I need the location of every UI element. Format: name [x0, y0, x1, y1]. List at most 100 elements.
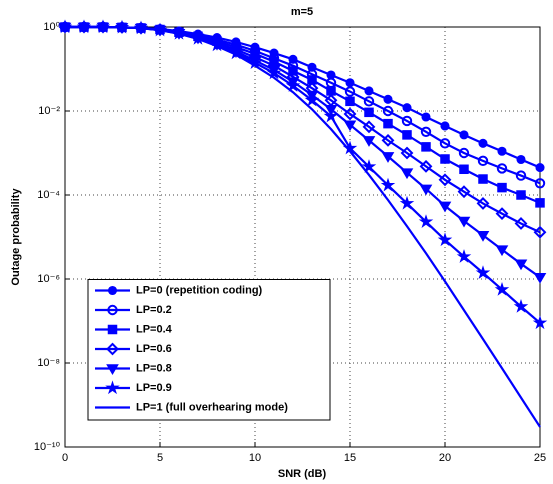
- marker: [383, 118, 393, 129]
- marker: [438, 173, 452, 187]
- marker: [513, 299, 529, 313]
- marker: [516, 190, 526, 200]
- marker: [456, 249, 472, 263]
- marker: [459, 164, 469, 175]
- marker: [458, 147, 470, 159]
- marker: [514, 217, 528, 230]
- marker: [402, 130, 412, 140]
- marker: [496, 163, 508, 174]
- marker: [535, 198, 545, 208]
- marker: [439, 138, 451, 149]
- legend-marker: [106, 342, 119, 356]
- marker: [344, 86, 356, 97]
- marker: [533, 225, 547, 239]
- marker: [516, 154, 526, 165]
- y-tick-label: 10⁻⁴: [37, 189, 60, 201]
- marker: [345, 78, 355, 88]
- marker: [420, 126, 432, 137]
- marker: [514, 259, 528, 271]
- marker: [345, 96, 355, 107]
- y-axis-label: Outage probability: [10, 188, 22, 286]
- marker: [362, 136, 376, 147]
- x-tick-label: 5: [157, 452, 163, 464]
- marker: [457, 216, 471, 228]
- marker: [421, 142, 431, 152]
- legend-marker: [107, 304, 118, 316]
- marker: [285, 78, 301, 92]
- legend-label: LP=1 (full overhearing mode): [136, 401, 288, 413]
- marker: [401, 115, 413, 127]
- y-tick-label: 10⁻⁶: [37, 273, 60, 285]
- marker: [307, 62, 317, 72]
- marker: [343, 107, 357, 121]
- marker: [361, 159, 377, 173]
- x-tick-label: 25: [534, 452, 546, 464]
- legend-label: LP=0.8: [136, 362, 172, 374]
- marker: [380, 177, 396, 192]
- x-tick-label: 15: [344, 452, 356, 464]
- marker: [494, 281, 510, 296]
- marker: [477, 155, 489, 167]
- marker: [209, 37, 225, 52]
- marker: [418, 214, 434, 228]
- marker: [437, 232, 453, 247]
- marker: [478, 138, 488, 148]
- y-tick-label: 10⁻¹⁰: [34, 441, 61, 453]
- legend-label: LP=0.4: [136, 323, 173, 335]
- marker: [266, 65, 282, 80]
- x-tick-label: 20: [439, 452, 451, 464]
- marker: [383, 94, 393, 104]
- marker: [475, 265, 491, 280]
- marker: [438, 201, 452, 213]
- legend-label: LP=0 (repetition coding): [136, 284, 263, 296]
- marker: [399, 195, 415, 210]
- chart-title: m=5: [291, 6, 313, 18]
- y-tick-label: 10⁻²: [38, 105, 60, 117]
- marker: [326, 86, 336, 96]
- marker: [533, 273, 547, 284]
- legend-marker: [107, 285, 118, 296]
- marker: [400, 168, 414, 180]
- marker: [495, 245, 509, 257]
- legend-marker: [105, 380, 120, 395]
- marker: [497, 182, 507, 193]
- marker: [459, 130, 469, 140]
- marker: [457, 185, 471, 199]
- y-tick-label: 10⁻⁸: [37, 357, 60, 369]
- marker: [381, 133, 395, 147]
- marker: [382, 105, 394, 117]
- marker: [304, 92, 320, 107]
- x-tick-label: 0: [62, 452, 68, 464]
- legend-marker: [106, 364, 119, 375]
- marker: [400, 146, 414, 160]
- marker: [402, 103, 412, 113]
- marker: [381, 152, 395, 163]
- marker: [497, 146, 507, 156]
- marker: [534, 178, 546, 189]
- marker: [476, 197, 490, 210]
- marker: [343, 120, 357, 132]
- marker: [535, 163, 545, 173]
- marker: [440, 154, 450, 164]
- marker: [364, 107, 374, 118]
- legend-label: LP=0.9: [136, 382, 172, 394]
- marker: [323, 108, 339, 123]
- marker: [495, 207, 509, 221]
- marker: [476, 231, 490, 242]
- marker: [478, 174, 488, 184]
- series-line: [65, 25, 541, 428]
- marker: [532, 315, 548, 330]
- marker: [515, 170, 527, 181]
- marker: [362, 120, 376, 134]
- marker: [440, 121, 450, 131]
- legend-label: LP=0.6: [136, 343, 172, 355]
- marker: [364, 86, 374, 96]
- marker: [363, 96, 375, 107]
- marker: [419, 184, 433, 196]
- legend-label: LP=0.2: [136, 304, 172, 316]
- x-tick-label: 10: [249, 452, 261, 464]
- marker: [419, 159, 433, 173]
- x-axis-label: SNR (dB): [278, 468, 327, 480]
- marker: [421, 112, 431, 122]
